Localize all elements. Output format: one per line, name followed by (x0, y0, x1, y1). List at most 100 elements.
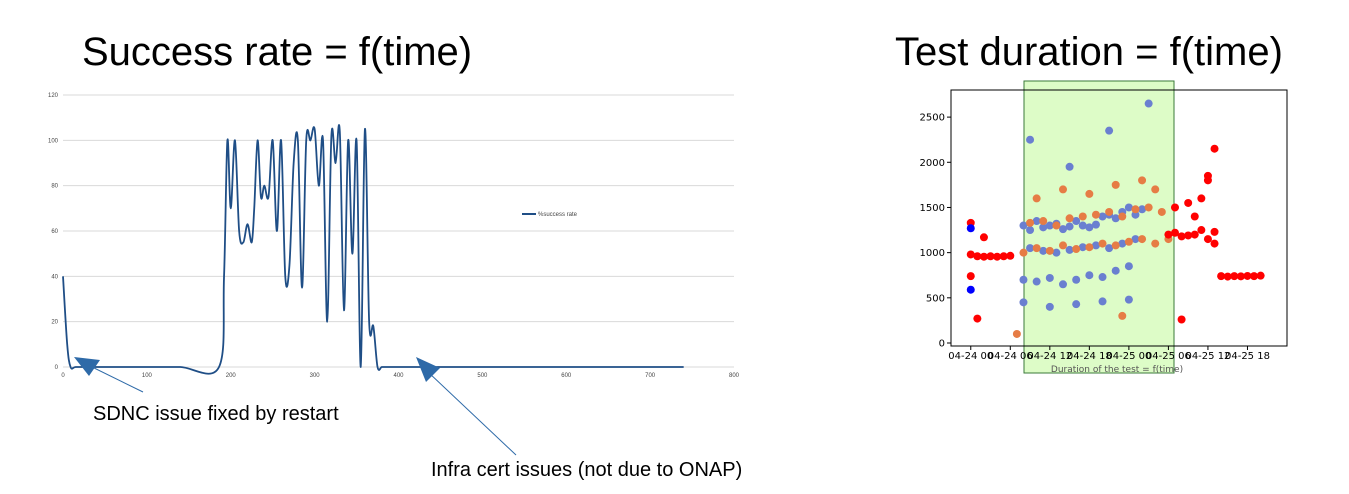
scatter-point (1085, 243, 1094, 252)
scatter-point (1230, 272, 1239, 281)
scatter-point (1105, 207, 1114, 216)
y-tick-label: 2500 (920, 113, 945, 124)
scatter-point (1091, 210, 1100, 219)
y-tick-label: 100 (48, 138, 59, 144)
scatter-point (1151, 239, 1160, 248)
scatter-point (1078, 221, 1087, 230)
y-tick-label: 20 (51, 320, 58, 326)
x-tick-label: 500 (477, 373, 488, 379)
scatter-point (1072, 300, 1081, 309)
x-tick-label: 04-24 06 (988, 351, 1033, 362)
scatter-point (1026, 226, 1035, 235)
x-tick-label: 600 (561, 373, 572, 379)
scatter-point (1203, 176, 1212, 185)
scatter-point (1019, 275, 1028, 284)
scatter-point (1111, 241, 1120, 250)
scatter-point (1032, 244, 1041, 253)
scatter-point (973, 314, 982, 323)
scatter-point (1039, 217, 1048, 226)
scatter-point (966, 272, 975, 281)
scatter-point (1032, 194, 1041, 203)
scatter-point (1045, 246, 1054, 255)
scatter-point (1177, 315, 1186, 324)
scatter-point (1243, 271, 1252, 280)
success-rate-tick-labels: 0 20 40 60 80 100 120 0 100 200 300 400 500 600 700 800 (48, 93, 740, 379)
scatter-point (1098, 273, 1107, 282)
x-tick-label: 100 (142, 373, 153, 379)
scatter-point (1098, 212, 1107, 221)
scatter-point (1065, 214, 1074, 223)
scatter-point (1098, 297, 1107, 306)
y-tick-label: 60 (51, 229, 58, 235)
scatter-point (1124, 237, 1133, 246)
scatter-point (1184, 198, 1193, 207)
x-tick-label: 04-25 12 (1185, 351, 1230, 362)
scatter-point (966, 224, 975, 233)
scatter-point (1157, 207, 1166, 216)
scatter-point (1124, 262, 1133, 271)
scatter-point (1236, 272, 1245, 281)
scatter-point (1026, 244, 1035, 253)
scatter-point (1078, 243, 1087, 252)
y-tick-label: 80 (51, 184, 58, 190)
scatter-point (1059, 185, 1067, 194)
x-tick-label: 200 (226, 373, 237, 379)
duration-points (966, 99, 1265, 338)
x-axis-label: Duration of the test = f(time) (1051, 365, 1183, 375)
y-tick-label: 0 (55, 365, 59, 371)
x-tick-label: 04-25 18 (1225, 351, 1270, 362)
scatter-point (1184, 231, 1193, 240)
scatter-point (1144, 203, 1153, 212)
scatter-point (1138, 235, 1147, 244)
scatter-point (1045, 302, 1054, 311)
x-tick-label: 04-24 18 (1067, 351, 1112, 362)
y-tick-label: 1000 (920, 248, 945, 259)
scatter-point (1171, 203, 1179, 212)
x-tick-label: 0 (61, 373, 65, 379)
scatter-point (966, 285, 975, 294)
scatter-point (1210, 227, 1219, 236)
scatter-point (1131, 205, 1140, 214)
scatter-point (1006, 251, 1015, 260)
scatter-point (1065, 162, 1074, 171)
y-tick-label: 2000 (920, 158, 945, 169)
scatter-point (1039, 223, 1048, 232)
scatter-point (1085, 223, 1094, 232)
x-tick-label: 04-24 12 (1027, 351, 1072, 362)
scatter-point (986, 252, 995, 261)
sdnc-arrow-head (74, 357, 100, 376)
success-rate-legend: %success rate (522, 212, 578, 218)
scatter-point (1190, 212, 1199, 221)
scatter-point (1138, 205, 1147, 214)
plot-frame (950, 89, 1288, 347)
scatter-point (1085, 189, 1094, 198)
y-tick-label: 40 (51, 274, 58, 280)
scatter-point (1144, 99, 1153, 108)
x-tick-label: 800 (729, 373, 740, 379)
scatter-point (979, 252, 988, 261)
scatter-point (993, 252, 1002, 261)
scatter-point (1164, 230, 1173, 239)
scatter-point (1177, 232, 1186, 241)
scatter-point (1197, 226, 1206, 235)
scatter-point (1012, 329, 1021, 338)
scatter-point (1105, 244, 1114, 253)
scatter-point (1111, 180, 1120, 189)
scatter-point (1039, 246, 1048, 255)
scatter-point (966, 250, 975, 259)
scatter-point (1078, 212, 1087, 221)
scatter-point (1065, 245, 1074, 254)
y-tick-label: 500 (926, 293, 945, 304)
scatter-point (1210, 144, 1219, 153)
sdnc-annotation: SDNC issue fixed by restart (93, 403, 339, 425)
x-tick-label: 300 (310, 373, 321, 379)
scatter-point (1032, 217, 1041, 226)
scatter-point (1045, 273, 1054, 282)
scatter-point (1019, 248, 1028, 257)
scatter-point (1118, 311, 1127, 320)
sdnc-arrow-line (87, 364, 144, 393)
x-tick-label: 700 (645, 373, 656, 379)
scatter-point (1250, 272, 1259, 281)
